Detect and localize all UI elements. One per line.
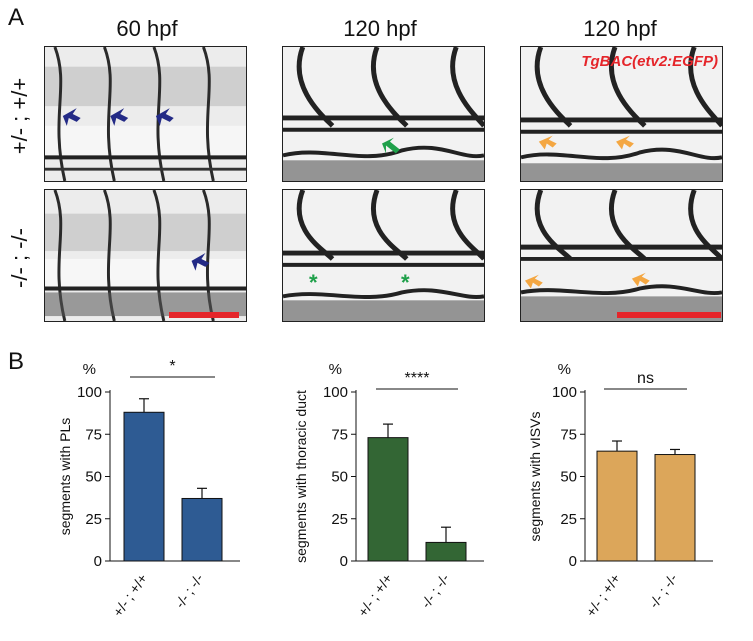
significance-label: * xyxy=(169,358,175,375)
y-unit-label: % xyxy=(329,361,342,378)
y-tick-label: 25 xyxy=(331,511,348,528)
y-unit-label: % xyxy=(558,361,571,378)
category-label: +/- ; +/+ xyxy=(109,571,150,620)
column-title-120hpf-a: 120 hpf xyxy=(343,16,417,41)
bar xyxy=(425,541,467,562)
y-tick-label: 75 xyxy=(560,426,577,443)
micrograph-120hpf-het-a xyxy=(282,46,485,182)
significance-label: ns xyxy=(637,370,654,387)
micrograph-120hpf-het-b: TgBAC(etv2:EGFP) xyxy=(520,46,723,182)
micrograph-120hpf-mut-b xyxy=(520,189,723,322)
significance-label: **** xyxy=(405,370,430,387)
y-axis-title: segments with thoracic duct xyxy=(293,390,309,563)
bar xyxy=(367,437,409,562)
micrograph-60hpf-mut xyxy=(44,189,247,322)
y-tick-label: 25 xyxy=(85,511,102,528)
category-label: +/- ; +/+ xyxy=(354,571,395,620)
category-label: +/- ; +/+ xyxy=(582,571,623,620)
category-label: -/- ; -/- xyxy=(645,570,680,611)
bar xyxy=(123,411,165,562)
missing-duct-asterisk-2: * xyxy=(401,270,410,295)
y-tick-label: 0 xyxy=(94,553,102,570)
missing-duct-asterisk-1: * xyxy=(309,270,318,295)
panel-a-label: A xyxy=(8,4,25,31)
y-tick-label: 75 xyxy=(85,426,102,443)
y-tick-label: 100 xyxy=(552,384,577,401)
y-tick-label: 50 xyxy=(85,469,102,486)
y-tick-label: 75 xyxy=(331,426,348,443)
y-tick-label: 100 xyxy=(77,384,102,401)
column-title-60hpf: 60 hpf xyxy=(116,16,178,41)
y-tick-label: 50 xyxy=(560,469,577,486)
y-tick-label: 0 xyxy=(569,553,577,570)
y-tick-label: 0 xyxy=(340,553,348,570)
y-tick-label: 100 xyxy=(323,384,348,401)
bar xyxy=(654,454,696,562)
scale-bar-120hpf xyxy=(617,312,721,318)
micrograph-60hpf-het xyxy=(44,46,247,182)
bar xyxy=(596,450,638,562)
category-label: -/- ; -/- xyxy=(171,570,206,611)
y-tick-label: 25 xyxy=(560,511,577,528)
y-tick-label: 50 xyxy=(331,469,348,486)
scale-bar-60hpf xyxy=(169,312,239,318)
y-axis-title: segments with vISVs xyxy=(527,412,543,542)
micrograph-120hpf-mut-a: * * xyxy=(282,189,485,322)
transgene-label: TgBAC(etv2:EGFP) xyxy=(581,53,718,70)
y-unit-label: % xyxy=(83,361,96,378)
column-title-120hpf-b: 120 hpf xyxy=(583,16,657,41)
y-axis-title: segments with PLs xyxy=(57,418,73,536)
panel-b-label: B xyxy=(8,348,25,375)
bar xyxy=(181,497,223,562)
category-label: -/- ; -/- xyxy=(417,570,452,611)
